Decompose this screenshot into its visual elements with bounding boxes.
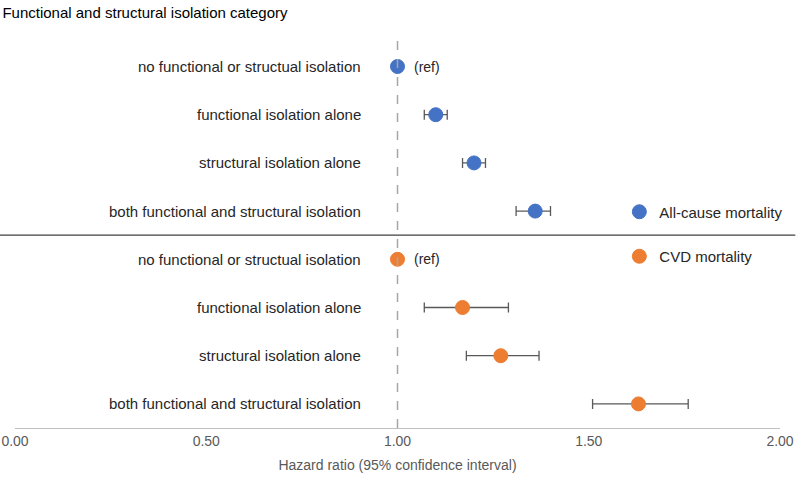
svg-text:structural isolation alone: structural isolation alone xyxy=(199,154,361,171)
svg-text:both functional and structural: both functional and structural isolation xyxy=(109,203,361,220)
svg-text:1.00: 1.00 xyxy=(384,433,411,449)
svg-text:1.50: 1.50 xyxy=(575,433,602,449)
svg-text:0.00: 0.00 xyxy=(1,433,28,449)
svg-text:both functional and structural: both functional and structural isolation xyxy=(109,395,361,412)
svg-text:functional isolation alone: functional isolation alone xyxy=(197,106,361,123)
svg-text:Hazard ratio (95% confidence i: Hazard ratio (95% confidence interval) xyxy=(278,457,516,473)
svg-text:functional isolation alone: functional isolation alone xyxy=(197,299,361,316)
svg-text:2.00: 2.00 xyxy=(766,433,793,449)
svg-text:no functional or structual iso: no functional or structual isolation xyxy=(138,58,361,75)
svg-text:CVD mortality: CVD mortality xyxy=(659,248,752,265)
svg-text:0.50: 0.50 xyxy=(193,433,220,449)
svg-text:Functional and structural isol: Functional and structural isolation cate… xyxy=(2,4,288,21)
svg-text:structural isolation alone: structural isolation alone xyxy=(199,347,361,364)
svg-text:(ref): (ref) xyxy=(414,59,440,75)
svg-text:(ref): (ref) xyxy=(414,251,440,267)
svg-text:All-cause mortality: All-cause mortality xyxy=(659,204,782,221)
svg-text:no functional or structual iso: no functional or structual isolation xyxy=(138,251,361,268)
